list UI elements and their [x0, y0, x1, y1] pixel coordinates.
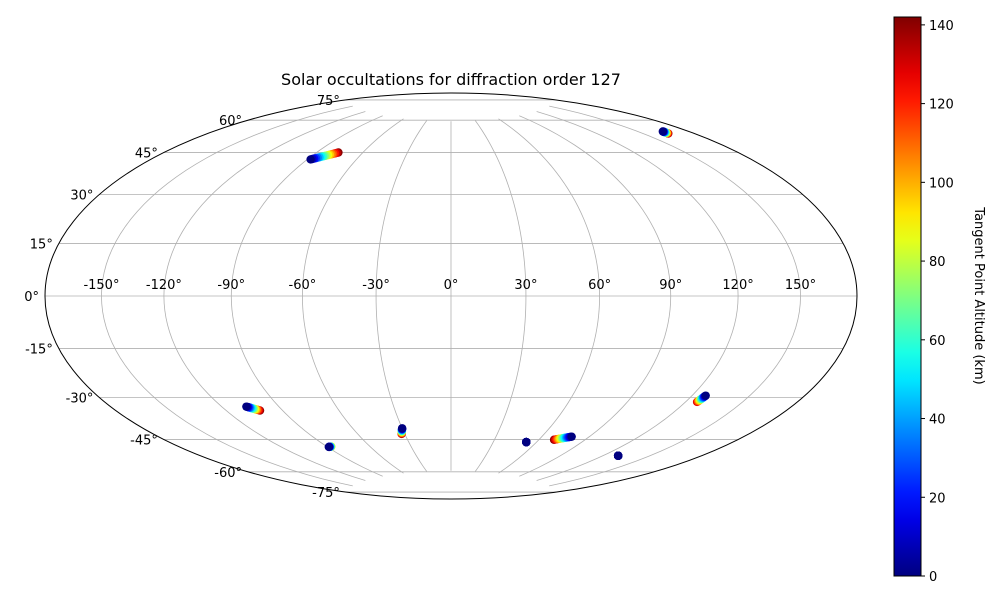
latitude-tick-label: 75° [317, 94, 340, 109]
latitude-tick-label: -60° [214, 466, 242, 481]
map-grid [45, 99, 857, 493]
map-border [44, 92, 858, 500]
latitude-tick-label: -30° [66, 392, 94, 407]
longitude-tick-label: 120° [722, 278, 753, 293]
colorbar-gradient [893, 16, 922, 577]
colorbar: 0 20 40 60 80 100 120 140 [893, 16, 954, 585]
colorbar-tick-label: 80 [929, 255, 946, 270]
longitude-tick-label: -120° [146, 278, 182, 293]
colorbar-tick-label: 100 [929, 176, 954, 191]
latitude-tick-label: 45° [135, 146, 158, 161]
occultation-point [567, 432, 576, 441]
occultation-point [658, 127, 668, 136]
occultation-point [306, 155, 315, 164]
colorbar-label: Tangent Point Altitude (km) [971, 206, 986, 384]
occultation-point [522, 437, 531, 447]
latitude-tick-label: 15° [30, 237, 53, 252]
latitude-tick-label: -45° [130, 434, 158, 449]
chart-title: Solar occultations for diffraction order… [281, 70, 621, 89]
colorbar-tick-label: 0 [929, 570, 937, 585]
colorbar-tick-label: 20 [929, 491, 946, 506]
longitude-tick-label: 60° [588, 278, 611, 293]
latitude-tick-label: -15° [25, 343, 53, 358]
latitude-tick-labels: -75° -60° -45° -30° -15° 0° 15° 30° 45° 60° 75° [24, 94, 340, 501]
longitude-tick-label: 90° [659, 278, 682, 293]
latitude-tick-label: 60° [219, 114, 242, 129]
colorbar-tick-label: 140 [929, 19, 954, 34]
longitude-tick-label: -150° [83, 278, 119, 293]
longitude-tick-label: -90° [217, 278, 245, 293]
latitude-tick-label: -75° [312, 486, 340, 501]
colorbar-tick-label: 120 [929, 98, 954, 113]
occultation-point [324, 442, 334, 452]
latitude-tick-label: 30° [70, 189, 93, 204]
occultation-points [242, 127, 710, 460]
longitude-tick-label: -60° [289, 278, 317, 293]
longitude-tick-label: 0° [444, 278, 459, 293]
colorbar-tick-label: 40 [929, 413, 946, 428]
latitude-tick-label: 0° [24, 290, 39, 305]
occultation-point [242, 402, 251, 411]
colorbar-tick-label: 60 [929, 334, 946, 349]
longitude-tick-label: -30° [362, 278, 390, 293]
occultation-point [397, 424, 407, 433]
longitude-tick-label: 30° [514, 278, 537, 293]
longitude-tick-label: 150° [785, 278, 816, 293]
longitude-tick-labels: -150° -120° -90° -60° -30° 0° 30° 60° 90° 120° 150… [83, 278, 816, 293]
occultation-point [613, 451, 623, 460]
occultation-point [701, 391, 710, 400]
